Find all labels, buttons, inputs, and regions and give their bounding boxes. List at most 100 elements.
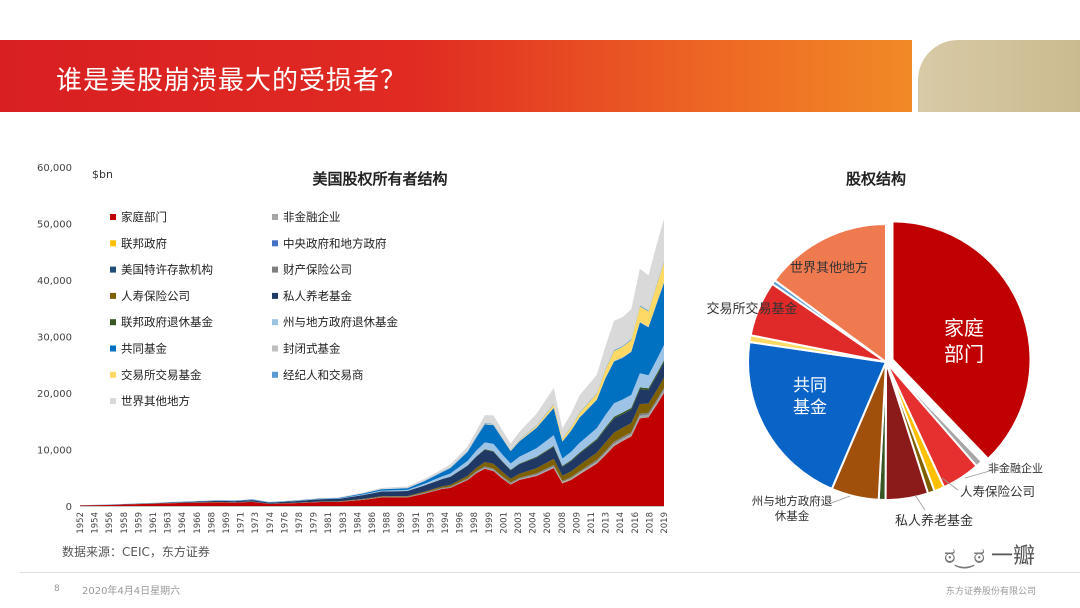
legend-label: 世界其他地方	[121, 394, 190, 408]
legend-label: 封闭式基金	[283, 342, 341, 356]
pie-label-household: 家庭部门	[944, 316, 984, 366]
legend-label: 联邦政府退休基金	[121, 315, 213, 329]
x-tick-label: 2006	[543, 512, 553, 534]
watermark: ಠ‿ಠ 一瓣	[944, 538, 1035, 570]
x-tick-label: 1954	[91, 512, 101, 534]
data-source: 数据来源：CEIC，东方证券	[62, 545, 210, 559]
legend-label: 美国特许存款机构	[121, 263, 213, 277]
title-banner	[0, 40, 912, 112]
page-number: 8	[54, 584, 60, 594]
legend-swatch	[272, 319, 278, 326]
x-tick-label: 1973	[251, 512, 261, 534]
x-tick-label: 1959	[134, 512, 144, 534]
leader-line	[825, 495, 851, 506]
legend-swatch	[110, 240, 116, 247]
x-tick-label: 1961	[149, 512, 159, 534]
title-banner-accent	[918, 40, 1080, 112]
footer-divider	[20, 572, 1080, 573]
x-tick-label: 2003	[514, 512, 524, 534]
x-tick-label: 1989	[397, 512, 407, 534]
x-tick-label: 1986	[368, 512, 378, 534]
legend-label: 家庭部门	[121, 210, 167, 224]
pie-slice-12	[773, 222, 887, 364]
legend-swatch	[110, 214, 116, 220]
x-tick-label: 1996	[456, 512, 466, 534]
watermark-text: 一瓣	[990, 544, 1035, 569]
legend-label: 经纪人和交易商	[283, 368, 364, 382]
legend-swatch	[110, 292, 116, 299]
pie-chart-title: 股权结构	[846, 170, 906, 188]
pie-slice-0	[891, 220, 1032, 461]
pie-slice-8	[747, 340, 888, 491]
pie-label-rest-of-world: 世界其他地方	[790, 260, 868, 276]
x-tick-label: 1993	[426, 512, 436, 534]
y-tick-label: 10,000	[37, 446, 72, 457]
x-tick-label: 1983	[339, 512, 349, 534]
x-tick-label: 2019	[660, 512, 670, 534]
wechat-icon: ಠ‿ಠ	[944, 544, 985, 569]
x-tick-label: 1984	[353, 512, 363, 534]
area-series-0	[80, 393, 664, 506]
x-tick-label: 1976	[280, 512, 290, 534]
x-tick-label: 1958	[120, 512, 130, 534]
x-tick-label: 2008	[558, 512, 568, 534]
x-tick-label: 1974	[266, 512, 276, 534]
pie-label-life-insurance: 人寿保险公司	[960, 484, 1035, 499]
x-tick-label: 1998	[470, 512, 480, 534]
x-tick-label: 2009	[572, 512, 582, 534]
area-series-7	[80, 362, 664, 506]
legend-label: 私人养老基金	[283, 289, 352, 303]
legend-label: 联邦政府	[121, 236, 167, 250]
legend-swatch	[110, 371, 116, 378]
legend-swatch	[272, 345, 278, 352]
footer-company: 东方证券股份有限公司	[946, 587, 1037, 597]
leader-line	[964, 467, 1001, 479]
x-tick-label: 1999	[485, 512, 495, 534]
y-tick-label: 0	[66, 502, 72, 513]
y-tick-label: 60,000	[37, 163, 72, 174]
x-tick-label: 1991	[412, 512, 422, 534]
x-tick-label: 1981	[324, 512, 334, 534]
footer-date: 2020年4月4日星期六	[82, 586, 181, 597]
x-tick-label: 2016	[631, 512, 641, 534]
x-tick-label: 1969	[222, 512, 232, 534]
pie-label-state-local-pension: 州与地方政府退休基金	[752, 494, 833, 523]
legend-label: 人寿保险公司	[121, 289, 190, 303]
legend-swatch	[272, 240, 278, 247]
y-tick-label: 20,000	[37, 389, 72, 400]
x-tick-label: 1994	[441, 512, 451, 534]
x-tick-label: 2018	[645, 512, 655, 534]
legend-label: 财产保险公司	[283, 263, 352, 277]
legend-swatch	[272, 292, 278, 299]
legend-swatch	[272, 214, 278, 220]
x-tick-label: 1971	[237, 512, 247, 534]
x-tick-label: 2013	[602, 512, 612, 534]
x-tick-label: 1966	[193, 512, 203, 534]
y-unit-label: $bn	[92, 168, 113, 181]
legend-swatch	[110, 266, 116, 273]
x-tick-label: 2004	[529, 512, 539, 534]
legend-label: 非金融企业	[283, 210, 341, 224]
x-tick-label: 1963	[164, 512, 174, 534]
y-tick-label: 50,000	[37, 220, 72, 231]
x-tick-label: 1988	[383, 512, 393, 534]
legend-swatch	[272, 266, 278, 273]
legend-swatch	[110, 319, 116, 326]
x-tick-label: 2001	[499, 512, 509, 534]
area-chart-title: 美国股权所有者结构	[312, 170, 447, 188]
x-tick-label: 1979	[310, 512, 320, 534]
pie-label-etf: 交易所交易基金	[706, 301, 797, 317]
legend-label: 交易所交易基金	[121, 368, 202, 382]
x-tick-label: 1978	[295, 512, 305, 534]
x-tick-label: 1964	[178, 512, 188, 534]
y-tick-label: 30,000	[37, 333, 72, 344]
legend-swatch	[272, 371, 278, 378]
pie-label-nonfinancial: 非金融企业	[988, 461, 1043, 475]
x-tick-label: 2014	[616, 512, 626, 534]
x-tick-label: 1956	[105, 512, 115, 534]
legend-swatch	[110, 398, 116, 405]
legend-label: 中央政府和地方政府	[283, 236, 387, 250]
leader-line	[941, 477, 959, 491]
legend-swatch	[110, 345, 116, 352]
